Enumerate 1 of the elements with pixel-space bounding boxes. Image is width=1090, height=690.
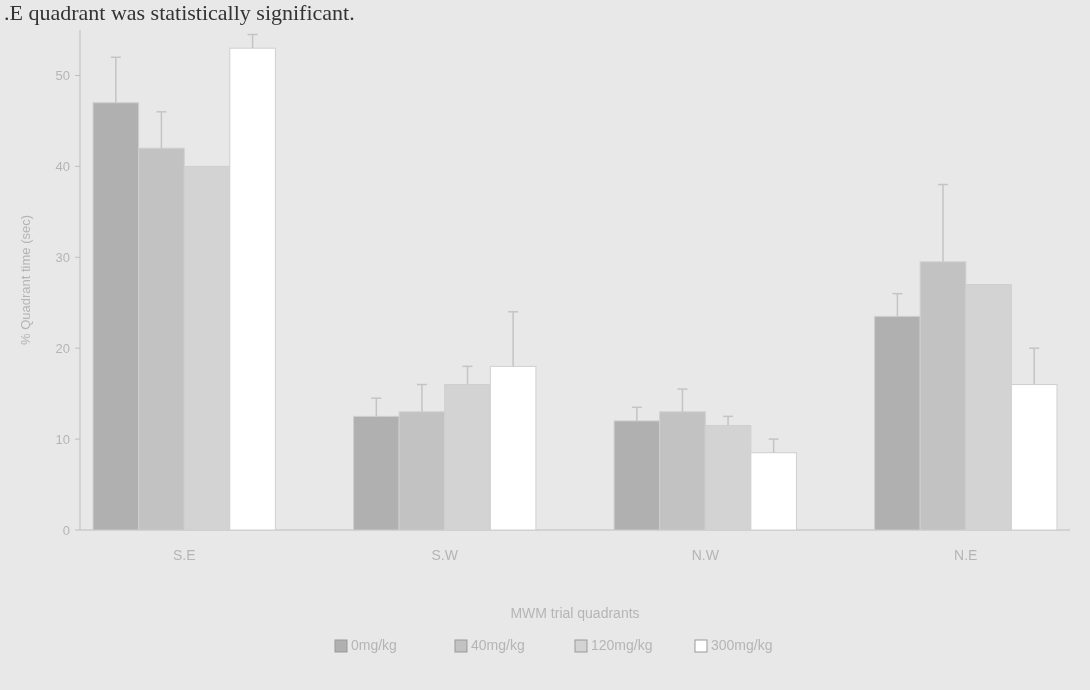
text: .E quadrant was statistically significant. bbox=[4, 0, 355, 25]
